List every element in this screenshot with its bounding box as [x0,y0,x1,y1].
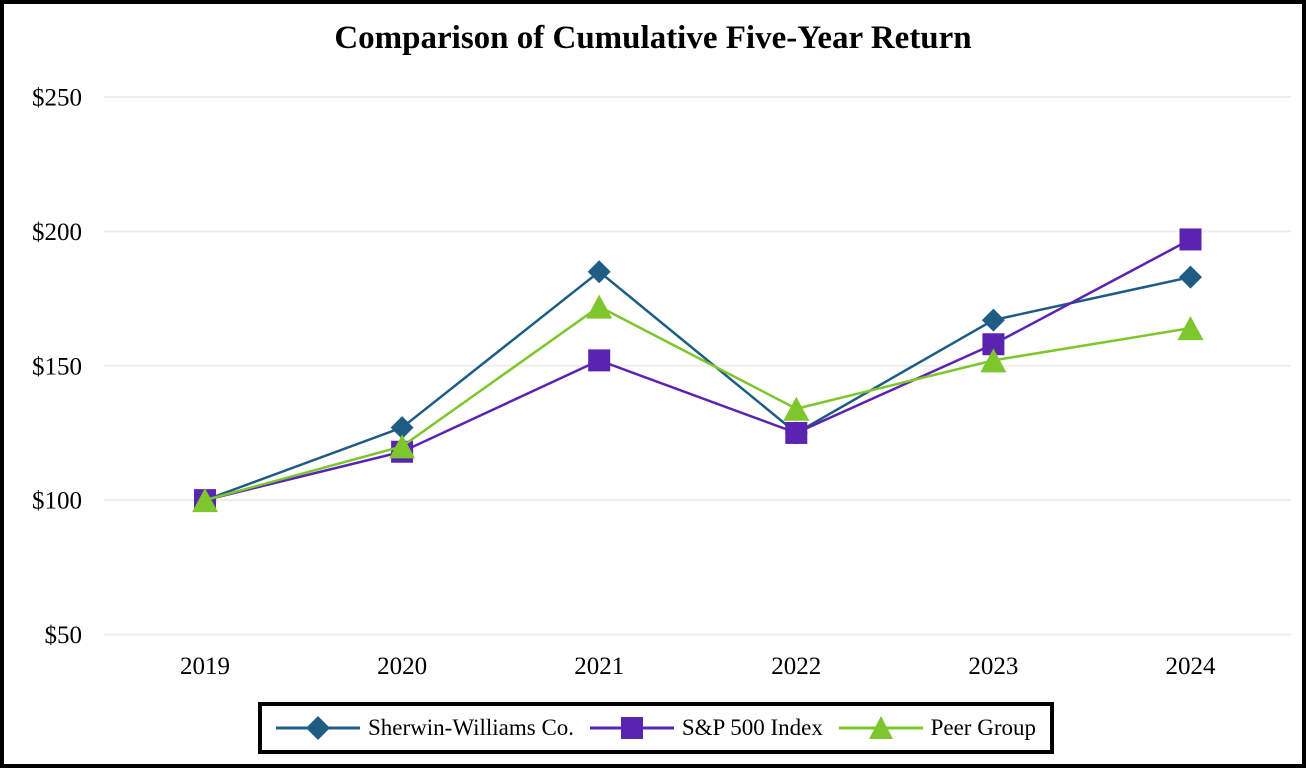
series-line [204,305,1191,502]
y-axis-tick-label: $100 [32,488,82,515]
data-point-marker [1177,316,1204,341]
data-point-marker [389,434,416,459]
data-point-marker [390,416,414,440]
data-point-marker [1179,228,1202,251]
data-point-marker [586,294,613,319]
legend-item: S&P 500 Index [589,714,823,742]
data-point-marker [785,421,808,444]
diamond-marker-icon [276,716,360,740]
series-line [204,270,1191,502]
legend-item: Peer Group [838,714,1036,742]
y-axis-tick-label: $200 [32,219,82,246]
data-point-marker [981,308,1005,332]
x-axis-tick-label: 2023 [968,653,1018,680]
legend-item: Sherwin-Williams Co. [276,714,574,742]
chart-legend: Sherwin-Williams Co. S&P 500 Index Peer Gr… [258,702,1054,754]
data-point-marker [587,260,611,284]
data-point-marker [1179,265,1202,289]
x-axis-tick-label: 2019 [180,653,230,680]
five-year-return-line-chart: $50 $100 $150 $200 $250 2019 2020 2021 2022 2023 2… [32,85,1291,680]
chart-title: Comparison of Cumulative Five-Year Retur… [334,20,972,56]
data-point-marker [588,349,611,372]
data-point-marker [980,348,1007,373]
data-point-marker [192,488,218,513]
x-axis-tick-label: 2024 [1166,653,1217,680]
y-axis-tick-label: $50 [45,622,83,649]
triangle-marker-icon [838,716,923,739]
legend-item-label: Peer Group [930,715,1036,740]
data-point-marker [783,396,810,421]
x-axis-tick-label: 2022 [771,653,821,680]
x-axis-tick-label: 2020 [377,653,427,680]
x-axis-tick-label: 2021 [574,653,624,680]
square-marker-icon [589,717,674,739]
y-axis-tick-label: $150 [32,353,82,380]
data-point-marker [982,333,1005,356]
series-line [204,238,1192,502]
legend-item-label: S&P 500 Index [681,715,823,740]
legend-item-label: Sherwin-Williams Co. [368,715,575,740]
y-axis-tick-label: $250 [32,85,82,112]
